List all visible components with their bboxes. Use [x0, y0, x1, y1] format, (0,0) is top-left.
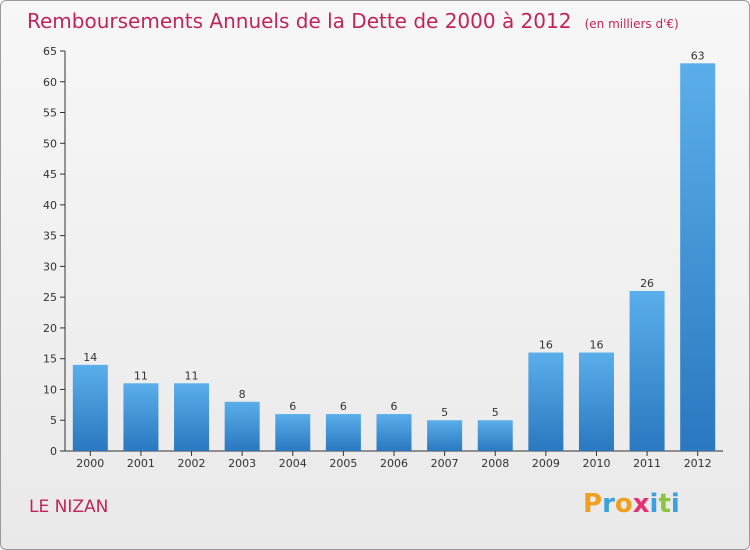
- y-tick-label: 20: [43, 322, 57, 335]
- x-tick-label-2004: 2004: [279, 457, 307, 470]
- bar-2012: [680, 63, 716, 452]
- y-tick-label: 65: [43, 45, 57, 58]
- data-label-2004: 6: [289, 400, 296, 413]
- x-tick-label-2008: 2008: [481, 457, 509, 470]
- x-tick-label-2012: 2012: [684, 457, 712, 470]
- y-tick-label: 25: [43, 291, 57, 304]
- y-tick-label: 35: [43, 230, 57, 243]
- data-label-2001: 11: [134, 369, 148, 382]
- chart-subtitle: (en milliers d'€): [584, 17, 679, 31]
- x-tick-label-2001: 2001: [127, 457, 155, 470]
- logo-letter: r: [602, 489, 615, 519]
- x-tick-label-2009: 2009: [532, 457, 560, 470]
- y-tick-label: 30: [43, 260, 57, 273]
- bar-2005: [325, 414, 361, 451]
- x-tick-label-2002: 2002: [178, 457, 206, 470]
- x-tick-label-2000: 2000: [76, 457, 104, 470]
- bar-2003: [224, 401, 260, 451]
- logo-letter: i: [649, 489, 659, 519]
- bar-2000: [72, 364, 108, 451]
- x-tick-label-2006: 2006: [380, 457, 408, 470]
- proxiti-logo: Proxiti: [583, 489, 680, 519]
- x-tick-label-2011: 2011: [633, 457, 661, 470]
- bar-2004: [275, 414, 311, 451]
- commune-name: LE NIZAN: [29, 497, 109, 517]
- x-axis: 2000 2001 2002 2003 2004 2005 2006 2007 2008 2009…: [65, 450, 723, 470]
- logo-letter: o: [614, 489, 633, 519]
- data-label-2003: 8: [239, 388, 246, 401]
- data-label-2007: 5: [441, 406, 448, 419]
- y-tick-label: 50: [43, 137, 57, 150]
- bar-2008: [477, 420, 513, 451]
- data-label-2006: 6: [391, 400, 398, 413]
- data-label-2009: 16: [539, 339, 553, 352]
- title-row: Remboursements Annuels de la Dette de 20…: [27, 9, 679, 33]
- bar-2002: [174, 383, 210, 451]
- x-tick-label-2003: 2003: [228, 457, 256, 470]
- bar-2007: [427, 420, 463, 451]
- y-tick-label: 5: [50, 414, 57, 427]
- data-label-2008: 5: [492, 406, 499, 419]
- y-tick-label: 10: [43, 383, 57, 396]
- y-axis: 0 5 10 15 20 25 30 35 40 45 50 55 60 65: [43, 45, 66, 458]
- x-tick-label-2007: 2007: [431, 457, 459, 470]
- data-label-2011: 26: [640, 277, 654, 290]
- logo-letter: x: [632, 489, 650, 519]
- data-label-2012: 63: [691, 49, 705, 62]
- data-label-2005: 6: [340, 400, 347, 413]
- y-tick-label: 55: [43, 107, 57, 120]
- logo-letter: P: [583, 489, 603, 519]
- y-tick-label: 60: [43, 76, 57, 89]
- bar-2011: [629, 291, 665, 451]
- x-tick-label-2010: 2010: [582, 457, 610, 470]
- data-label-2010: 16: [589, 339, 603, 352]
- bar-2001: [123, 383, 159, 451]
- data-label-2000: 14: [83, 351, 97, 364]
- y-tick-label: 0: [50, 445, 57, 458]
- y-tick-label: 45: [43, 168, 57, 181]
- logo-letter: i: [670, 489, 680, 519]
- bars: 14 11 11 8 6 6 6 5 5 16 16 26 63: [72, 49, 716, 452]
- data-label-2002: 11: [185, 369, 199, 382]
- y-tick-label: 15: [43, 353, 57, 366]
- x-tick-label-2005: 2005: [329, 457, 357, 470]
- chart-title: Remboursements Annuels de la Dette de 20…: [27, 9, 572, 33]
- bar-2010: [578, 352, 614, 451]
- y-tick-label: 40: [43, 199, 57, 212]
- logo-letter: t: [658, 489, 671, 519]
- bar-2009: [528, 352, 564, 451]
- bar-2006: [376, 414, 412, 451]
